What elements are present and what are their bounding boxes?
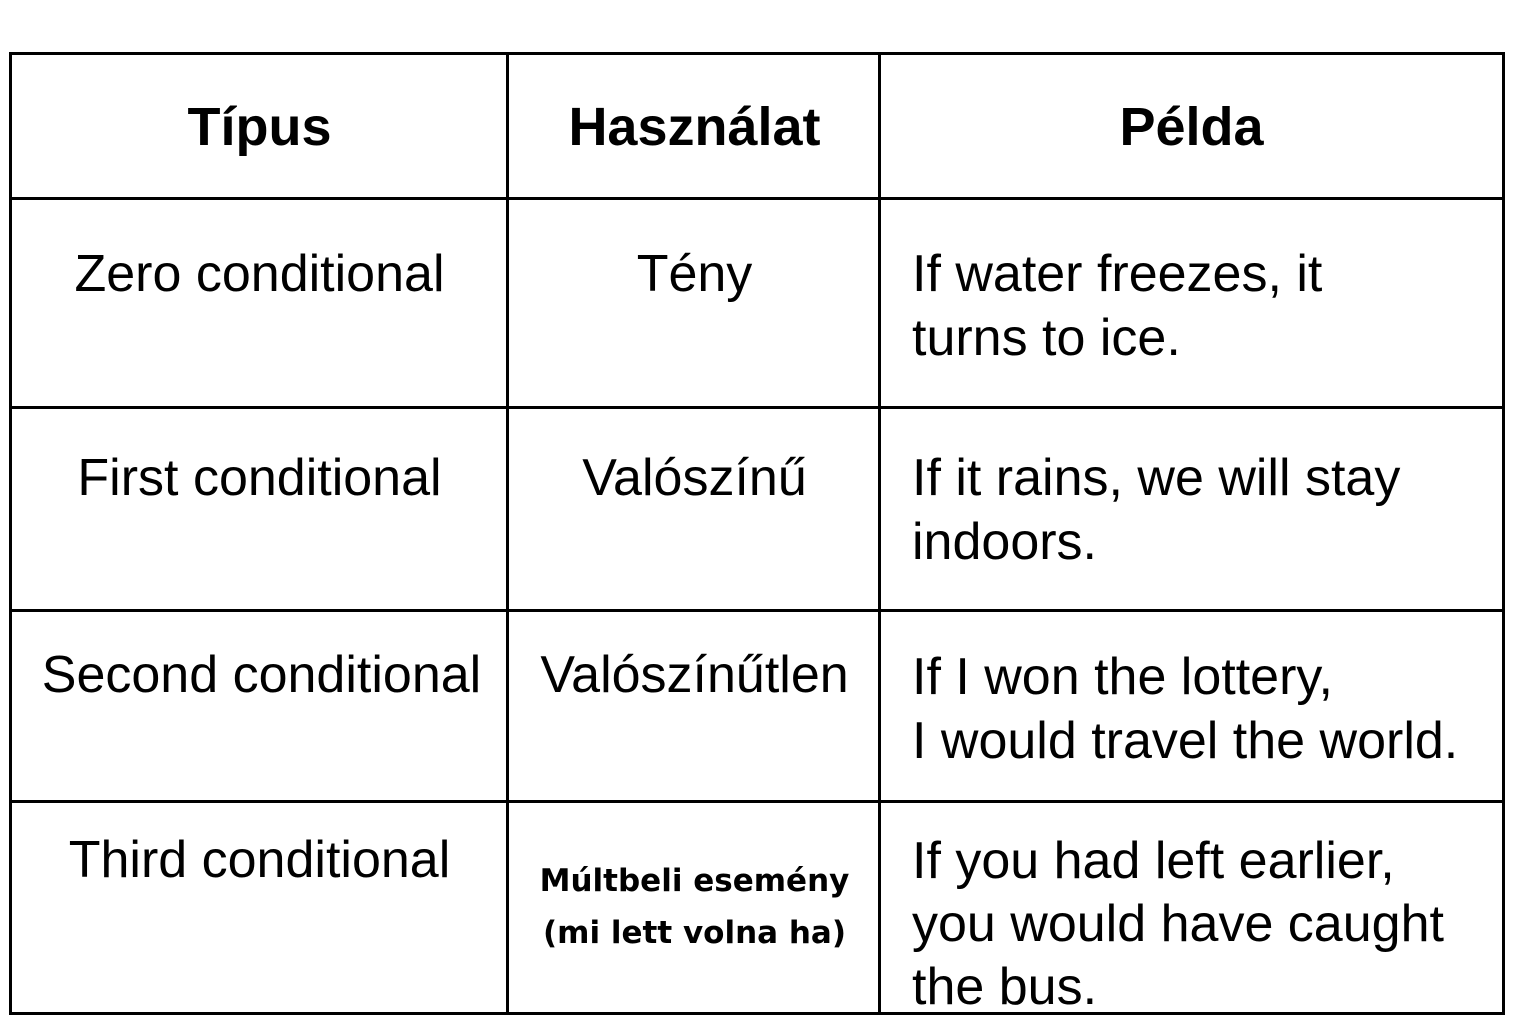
usage-first: Valószínű xyxy=(582,449,807,507)
example-line: turns to ice. xyxy=(912,309,1181,367)
header-pelda: Példa xyxy=(1119,97,1264,157)
example-line: If it rains, we will stay xyxy=(912,449,1401,507)
example-line: indoors. xyxy=(912,513,1097,571)
example-line: you would have caught xyxy=(912,895,1444,953)
header-tipus: Típus xyxy=(187,97,332,157)
usage-second: Valószínűtlen xyxy=(540,646,849,704)
row-divider xyxy=(9,609,1505,612)
conditionals-table xyxy=(9,52,1505,1015)
example-line: If you had left earlier, xyxy=(912,832,1395,890)
type-first: First conditional xyxy=(77,449,442,507)
row-divider xyxy=(9,800,1505,803)
usage-line: (mi lett volna ha) xyxy=(542,915,847,951)
row-divider xyxy=(9,406,1505,409)
header-hasznalat: Használat xyxy=(568,97,821,157)
example-second: If I won the lottery, I would travel the… xyxy=(912,645,1502,773)
usage-line: Múltbeli esemény xyxy=(539,863,850,899)
example-zero: If water freezes, it turns to ice. xyxy=(912,242,1502,370)
example-line: the bus. xyxy=(912,958,1098,1016)
example-line: I would travel the world. xyxy=(912,712,1459,770)
type-zero: Zero conditional xyxy=(74,245,445,303)
type-second: Second conditional xyxy=(41,646,482,704)
usage-zero: Tény xyxy=(636,245,753,303)
row-divider xyxy=(9,197,1505,200)
example-third: If you had left earlier, you would have … xyxy=(912,830,1502,1019)
example-first: If it rains, we will stay indoors. xyxy=(912,446,1502,574)
column-divider xyxy=(878,52,881,1015)
type-third: Third conditional xyxy=(68,831,451,889)
example-line: If I won the lottery, xyxy=(912,648,1334,706)
example-line: If water freezes, it xyxy=(912,245,1323,303)
column-divider xyxy=(506,52,509,1015)
usage-third: Múltbeli esemény (mi lett volna ha) xyxy=(510,855,879,959)
